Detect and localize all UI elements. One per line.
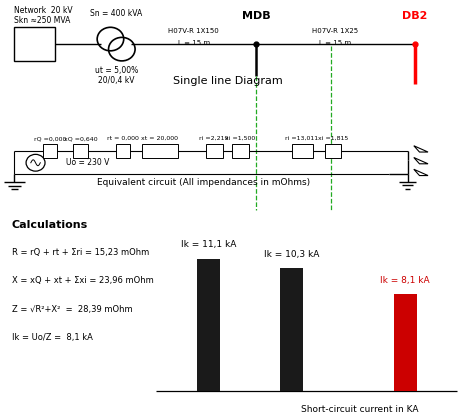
Polygon shape (414, 158, 428, 164)
Bar (232, 144, 249, 158)
Text: MDB: MDB (242, 11, 270, 21)
Text: rt = 0,000: rt = 0,000 (107, 136, 139, 141)
Text: Equivalent circuit (All impendances in mOhms): Equivalent circuit (All impendances in m… (97, 178, 310, 187)
Text: xt = 20,000: xt = 20,000 (141, 136, 178, 141)
Bar (116, 144, 130, 158)
Text: L = 15 m: L = 15 m (319, 40, 351, 46)
Bar (43, 144, 57, 158)
Bar (280, 268, 303, 391)
Text: Ik = 8,1 kA: Ik = 8,1 kA (381, 276, 430, 285)
Text: Z = √R²+X²  =  28,39 mOhm: Z = √R²+X² = 28,39 mOhm (12, 305, 132, 314)
Text: Ik = 10,3 kA: Ik = 10,3 kA (264, 250, 319, 259)
Text: Single line Diagram: Single line Diagram (173, 76, 283, 86)
Bar (292, 144, 313, 158)
Text: Uo = 230 V: Uo = 230 V (66, 158, 110, 167)
Bar (142, 144, 178, 158)
Text: xi =1,500: xi =1,500 (225, 136, 255, 141)
Text: Short-circuit current in KA: Short-circuit current in KA (301, 405, 419, 414)
Text: X = xQ + xt + Σxi = 23,96 mOhm: X = xQ + xt + Σxi = 23,96 mOhm (12, 276, 154, 285)
Text: ut = 5,00%
20/0,4 kV: ut = 5,00% 20/0,4 kV (94, 66, 138, 85)
Text: DB2: DB2 (402, 11, 428, 21)
Bar (325, 144, 341, 158)
Text: Ik = Uo/Z =  8,1 kA: Ik = Uo/Z = 8,1 kA (12, 333, 93, 342)
Text: Network  20 kV
Skn ≈250 MVA: Network 20 kV Skn ≈250 MVA (14, 6, 73, 25)
Text: Ik = 11,1 kA: Ik = 11,1 kA (181, 240, 236, 249)
Text: ri =2,219: ri =2,219 (200, 136, 229, 141)
Text: R = rQ + rt + Σri = 15,23 mOhm: R = rQ + rt + Σri = 15,23 mOhm (12, 248, 149, 257)
Text: rQ =0,000: rQ =0,000 (34, 136, 66, 141)
Polygon shape (414, 146, 428, 152)
Text: Calculations: Calculations (12, 220, 88, 231)
Text: H07V-R 1X150: H07V-R 1X150 (168, 28, 219, 34)
Bar (73, 144, 88, 158)
Bar (394, 294, 417, 391)
Bar (14, 27, 55, 61)
Text: H07V-R 1X25: H07V-R 1X25 (312, 28, 358, 34)
Bar (197, 258, 220, 391)
Polygon shape (414, 169, 428, 176)
Text: ri =13,011: ri =13,011 (285, 136, 319, 141)
Bar (206, 144, 223, 158)
Text: xi =1,815: xi =1,815 (318, 136, 348, 141)
Text: xQ =0,640: xQ =0,640 (64, 136, 97, 141)
Text: L = 15 m: L = 15 m (178, 40, 210, 46)
Text: Sn = 400 kVA: Sn = 400 kVA (90, 9, 142, 18)
